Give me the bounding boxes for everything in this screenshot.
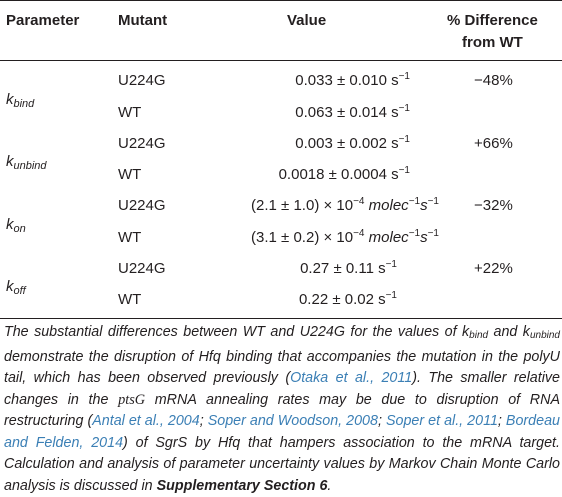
header-rule: [0, 60, 562, 61]
mutant-cell: WT: [118, 166, 142, 183]
gene-name: ptsG: [118, 391, 146, 408]
param-kbind: kbind: [6, 91, 35, 110]
reference-link[interactable]: Bordeau and Felden, 2014: [4, 413, 560, 451]
header-difference-line2: from WT: [462, 34, 523, 51]
difference-cell: −48%: [474, 72, 513, 89]
param-koff: koff: [6, 278, 26, 297]
header-difference-line1: % Difference: [447, 12, 538, 29]
reference-link[interactable]: Antal et al., 2004: [92, 413, 200, 429]
param-kon: kon: [6, 216, 26, 235]
reference-link[interactable]: Soper and Woodson, 2008: [207, 413, 378, 429]
mutant-cell: U224G: [118, 135, 166, 152]
difference-cell: +66%: [474, 135, 513, 152]
reference-link[interactable]: Otaka et al., 2011: [290, 370, 413, 386]
table-caption: The substantial differences between WT a…: [4, 324, 560, 494]
header-parameter: Parameter: [6, 12, 80, 29]
mutant-cell: U224G: [118, 72, 166, 89]
table-bottom-rule: [0, 318, 562, 319]
header-mutant: Mutant: [118, 12, 168, 29]
param-kunbind: kunbind: [6, 153, 47, 172]
table-top-rule: [0, 0, 562, 1]
mutant-cell: WT: [118, 229, 142, 246]
mutant-cell: U224G: [118, 197, 166, 214]
difference-cell: −32%: [474, 197, 513, 214]
mutant-cell: U224G: [118, 260, 166, 277]
reference-link[interactable]: Soper et al., 2011: [385, 413, 498, 429]
header-value: Value: [287, 12, 327, 29]
difference-cell: +22%: [474, 260, 513, 277]
supplementary-reference[interactable]: Supplementary Section 6: [156, 477, 328, 494]
mutant-cell: WT: [118, 291, 142, 308]
mutant-cell: WT: [118, 104, 142, 121]
